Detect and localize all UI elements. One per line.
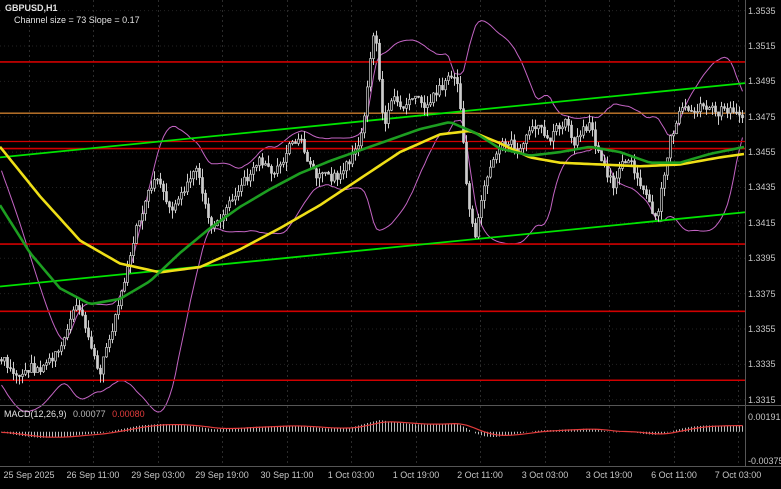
- price-tick-label: 1.3415: [748, 217, 776, 228]
- time-tick-label: 29 Sep 19:00: [195, 470, 249, 480]
- time-tick-label: 25 Sep 2025: [3, 470, 55, 480]
- time-tick-label: 3 Oct 19:00: [585, 470, 633, 480]
- time-tick-label: 2 Oct 11:00: [457, 470, 503, 480]
- macd-signal-value: 0.00080: [112, 409, 145, 419]
- panel-separators: [0, 0, 781, 467]
- price-tick-label: 1.3455: [748, 147, 776, 158]
- ma-yellow-line: [0, 129, 745, 274]
- price-axis[interactable]: 1.3535 1.3515 1.3495 1.3475 1.3455 1.3435 1.34…: [746, 0, 781, 466]
- macd-name: MACD(12,26,9): [4, 409, 67, 419]
- trend-channel-lines: [0, 82, 746, 288]
- macd-panel: [1, 420, 743, 438]
- time-tick-label: 6 Oct 11:00: [651, 470, 697, 480]
- price-tick-label: 1.3335: [748, 359, 776, 370]
- symbol-timeframe-label: GBPUSD,H1: [5, 3, 58, 13]
- macd-tick-label: -0.00375: [748, 455, 781, 466]
- time-tick-label: 1 Oct 19:00: [392, 470, 440, 480]
- time-tick-label: 29 Sep 03:00: [131, 470, 185, 480]
- horizontal-levels: [0, 61, 745, 382]
- price-tick-label: 1.3355: [748, 323, 776, 334]
- macd-indicator-label: MACD(12,26,9) 0.00077 0.00080: [4, 409, 145, 419]
- macd-tick-label: 0.00191: [748, 411, 781, 422]
- grid-lines: [0, 0, 745, 466]
- time-tick-label: 1 Oct 03:00: [327, 470, 375, 480]
- price-tick-label: 1.3315: [748, 394, 776, 405]
- candles-layer: [0, 30, 744, 385]
- channel-info-label: Channel size = 73 Slope = 0.17: [14, 15, 140, 25]
- time-tick-label: 3 Oct 03:00: [521, 470, 569, 480]
- ma-green-line: [0, 121, 745, 306]
- price-tick-label: 1.3395: [748, 253, 776, 264]
- time-tick-label: 30 Sep 11:00: [260, 470, 314, 480]
- price-tick-label: 1.3495: [748, 76, 776, 87]
- moving-averages: [0, 121, 745, 306]
- time-axis[interactable]: 25 Sep 2025 26 Sep 11:00 29 Sep 03:00 29 Se…: [0, 467, 781, 489]
- macd-main-value: 0.00077: [73, 409, 106, 419]
- time-tick-label: 26 Sep 11:00: [66, 470, 120, 480]
- price-tick-label: 1.3535: [748, 5, 776, 16]
- price-tick-label: 1.3475: [748, 111, 776, 122]
- bollinger-bands: [1, 20, 743, 413]
- price-tick-label: 1.3375: [748, 288, 776, 299]
- price-tick-label: 1.3435: [748, 182, 776, 193]
- price-tick-label: 1.3515: [748, 40, 776, 51]
- time-tick-label: 7 Oct 03:00: [714, 470, 762, 480]
